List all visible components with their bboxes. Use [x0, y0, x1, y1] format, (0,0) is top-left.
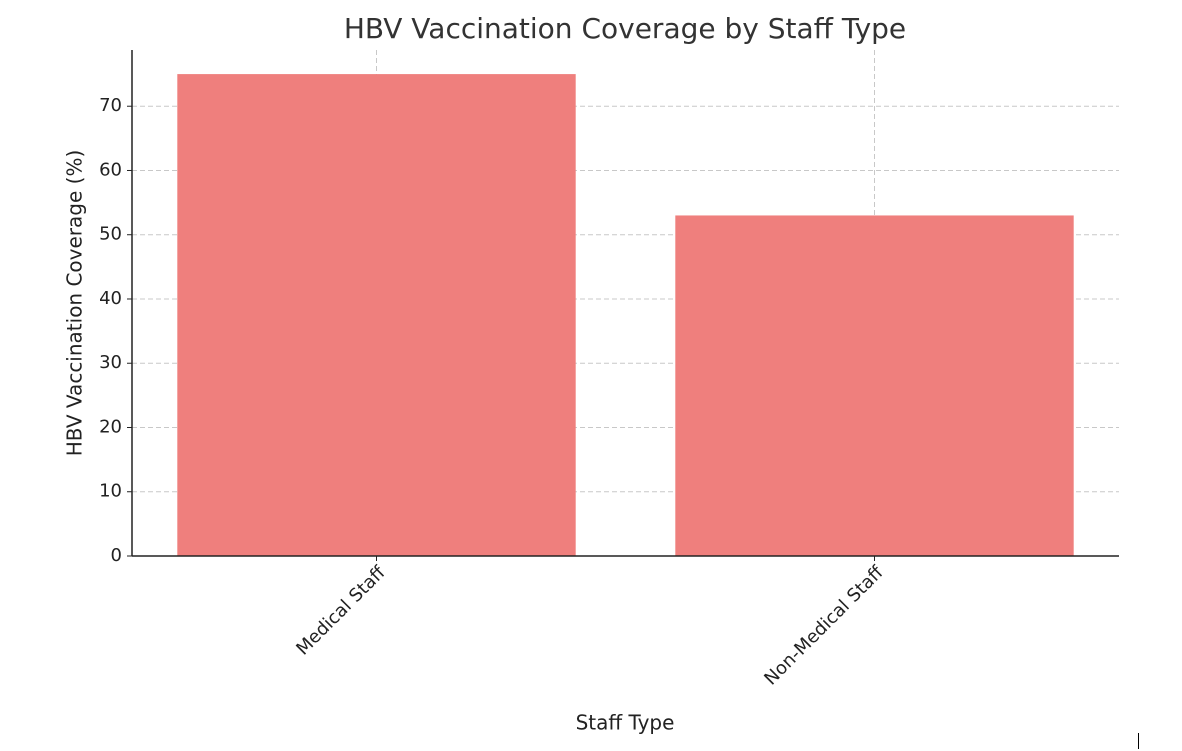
y-tick-label: 0: [111, 545, 122, 566]
x-tick-label: Medical Staff: [292, 562, 390, 660]
y-tick-label: 70: [99, 95, 122, 116]
bar: [177, 74, 576, 556]
bar: [675, 215, 1074, 556]
y-tick-label: 20: [99, 416, 122, 437]
y-tick-label: 30: [99, 352, 122, 373]
y-tick-label: 10: [99, 481, 122, 502]
y-tick-label: 60: [99, 159, 122, 180]
x-tick-label: Non-Medical Staff: [760, 562, 888, 690]
axes-layer: [127, 50, 1119, 561]
marks-layer: [177, 74, 1074, 556]
y-axis-label: HBV Vaccination Coverage (%): [63, 150, 87, 457]
chart-title: HBV Vaccination Coverage by Staff Type: [344, 12, 906, 45]
x-axis-label: Staff Type: [576, 711, 675, 735]
y-tick-label: 40: [99, 288, 122, 309]
y-tick-label: 50: [99, 224, 122, 245]
